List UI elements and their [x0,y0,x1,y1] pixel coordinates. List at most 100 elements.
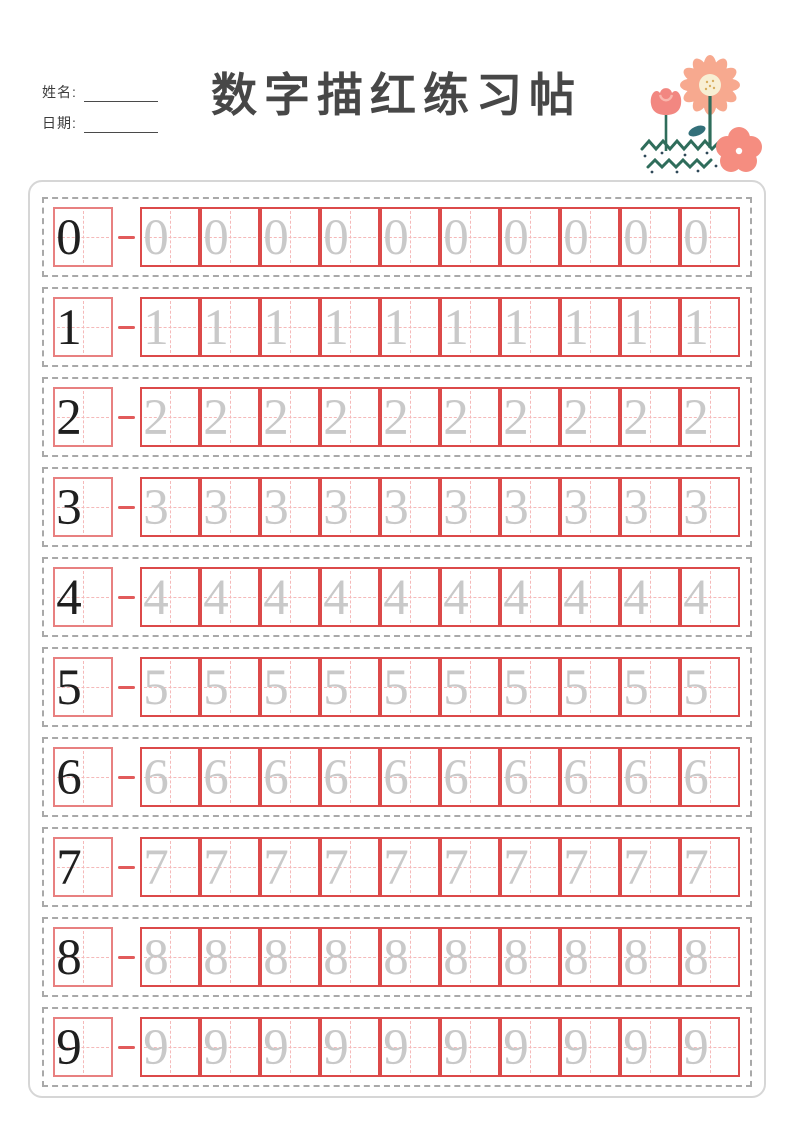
daisy-center-dots [704,79,716,91]
header-fields: 姓名: 日期: [42,82,158,133]
trace-box: 1 [620,297,680,357]
horizontal-guide-line [684,417,736,418]
trace-box: 5 [260,657,320,717]
trace-box: 3 [500,477,560,537]
trace-digit: 7 [623,840,649,896]
horizontal-guide-line [144,327,196,328]
coral-flower [716,127,762,172]
horizontal-guide-line [264,507,316,508]
horizontal-guide-line [624,957,676,958]
horizontal-guide-line [204,687,256,688]
name-label: 姓名: [42,84,77,100]
example-digit: 1 [56,300,82,356]
trace-digit: 2 [323,390,349,446]
trace-digit: 6 [503,750,529,806]
horizontal-guide-line [384,777,436,778]
horizontal-guide-line [324,1047,376,1048]
example-digit: 7 [56,840,82,896]
trace-digit: 6 [623,750,649,806]
trace-digit: 3 [503,480,529,536]
horizontal-guide-line [144,237,196,238]
horizontal-guide-line [264,1047,316,1048]
horizontal-guide-line [324,777,376,778]
horizontal-guide-line [144,597,196,598]
trace-digit: 3 [443,480,469,536]
horizontal-guide-line [204,777,256,778]
horizontal-guide-line [324,327,376,328]
horizontal-guide-line [624,327,676,328]
daisy-leaf [688,125,706,137]
trace-digit: 0 [263,210,289,266]
trace-cells: 3 3 3 3 3 3 3 3 3 3 [140,477,740,537]
tulip-flower [650,88,682,115]
grass-dots [643,151,718,174]
trace-digit: 2 [683,390,709,446]
trace-digit: 7 [503,840,529,896]
practice-row: 6 6 6 6 6 6 6 6 6 6 [42,737,752,817]
name-blank-line [83,86,158,102]
horizontal-guide-line [324,957,376,958]
horizontal-guide-line [624,237,676,238]
trace-digit: 8 [683,930,709,986]
horizontal-guide-line [684,237,736,238]
horizontal-guide-line [444,417,496,418]
trace-digit: 4 [683,570,709,626]
trace-digit: 6 [443,750,469,806]
trace-box: 7 [500,837,560,897]
trace-box: 6 [140,747,200,807]
example-box: 5 [53,657,113,717]
trace-box: 9 [140,1017,200,1077]
horizontal-guide-line [564,957,616,958]
trace-box: 8 [320,927,380,987]
trace-box: 3 [140,477,200,537]
horizontal-guide-line [204,237,256,238]
horizontal-guide-line [57,957,109,958]
trace-box: 3 [320,477,380,537]
trace-box: 7 [320,837,380,897]
trace-digit: 5 [683,660,709,716]
trace-box: 8 [140,927,200,987]
practice-row: 7 7 7 7 7 7 7 7 7 7 [42,827,752,907]
trace-digit: 1 [143,300,169,356]
trace-digit: 9 [563,1020,589,1076]
horizontal-guide-line [444,687,496,688]
example-digit: 2 [56,390,82,446]
trace-box: 9 [200,1017,260,1077]
horizontal-guide-line [384,687,436,688]
horizontal-guide-line [684,777,736,778]
trace-box: 0 [560,207,620,267]
trace-box: 3 [620,477,680,537]
example-box: 4 [53,567,113,627]
horizontal-guide-line [324,867,376,868]
horizontal-guide-line [504,507,556,508]
dash-separator [118,685,135,689]
trace-digit: 7 [143,840,169,896]
horizontal-guide-line [444,957,496,958]
horizontal-guide-line [504,867,556,868]
example-box: 9 [53,1017,113,1077]
trace-digit: 8 [203,930,229,986]
trace-digit: 6 [323,750,349,806]
trace-box: 9 [620,1017,680,1077]
trace-box: 7 [140,837,200,897]
trace-box: 4 [260,567,320,627]
tulip-highlight [658,94,674,102]
trace-box: 2 [200,387,260,447]
example-box: 8 [53,927,113,987]
trace-digit: 3 [143,480,169,536]
trace-box: 4 [440,567,500,627]
trace-digit: 8 [443,930,469,986]
trace-digit: 8 [143,930,169,986]
horizontal-guide-line [504,1047,556,1048]
trace-box: 2 [500,387,560,447]
horizontal-guide-line [324,417,376,418]
trace-box: 4 [320,567,380,627]
horizontal-guide-line [204,597,256,598]
practice-row: 3 3 3 3 3 3 3 3 3 3 [42,467,752,547]
trace-digit: 6 [383,750,409,806]
trace-box: 6 [560,747,620,807]
horizontal-guide-line [624,417,676,418]
date-blank-line [83,117,158,133]
trace-digit: 5 [143,660,169,716]
trace-digit: 0 [503,210,529,266]
